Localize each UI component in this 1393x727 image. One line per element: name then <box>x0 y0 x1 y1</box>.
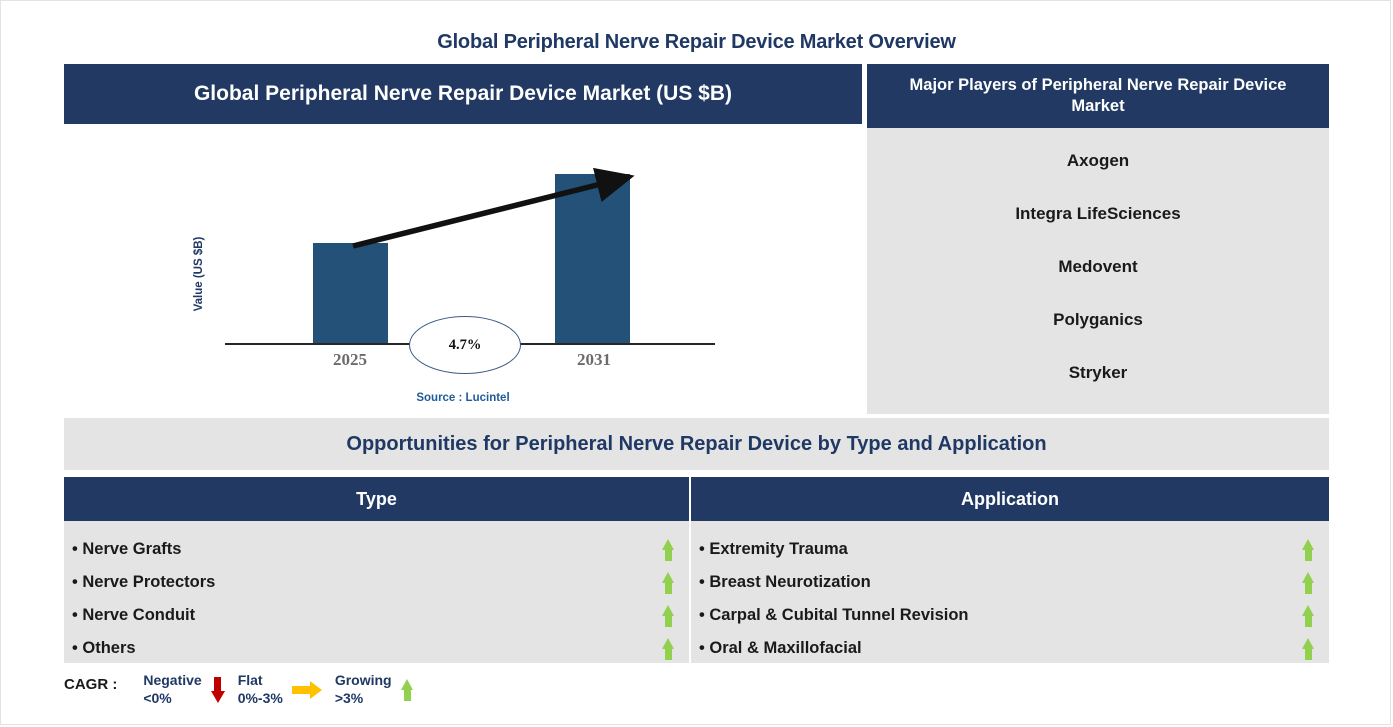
legend-icon-slot <box>291 672 322 708</box>
application-column-panel: Application • Extremity Trauma • Breast … <box>691 477 1329 663</box>
application-item-label: • Extremity Trauma <box>699 540 848 558</box>
cagr-callout: 4.7% <box>409 316 521 374</box>
cagr-legend-negative: Negative <0% <box>143 672 233 708</box>
major-players-panel: Major Players of Peripheral Nerve Repair… <box>867 64 1329 414</box>
type-item-label: • Nerve Grafts <box>72 540 182 558</box>
list-item: Stryker <box>1068 363 1128 383</box>
list-item: • Extremity Trauma <box>691 533 1329 566</box>
application-item-label: • Breast Neurotization <box>699 573 871 591</box>
major-players-list: Axogen Integra LifeSciences Medovent Pol… <box>867 128 1329 414</box>
opportunities-band-title: Opportunities for Peripheral Nerve Repai… <box>64 418 1329 470</box>
x-tick-label-2031: 2031 <box>577 350 611 369</box>
cagr-legend-flat: Flat 0%-3% <box>238 672 331 708</box>
application-item-label: • Carpal & Cubital Tunnel Revision <box>699 606 969 624</box>
page-title: Global Peripheral Nerve Repair Device Ma… <box>437 31 956 53</box>
growing-up-arrow-icon <box>662 637 675 660</box>
cagr-legend-negative-label: Negative <0% <box>143 672 202 706</box>
list-item: • Nerve Conduit <box>64 599 689 632</box>
cagr-legend-growing: Growing >3% <box>335 672 423 708</box>
x-tick-label-2025: 2025 <box>333 350 367 369</box>
type-item-label: • Nerve Conduit <box>72 606 196 624</box>
chart-y-axis-label: Value (US $B) <box>193 236 205 312</box>
type-column-panel: Type • Nerve Grafts • Nerve Protectors •… <box>64 477 689 663</box>
growing-up-arrow-icon <box>662 571 675 594</box>
list-item: Polyganics <box>1053 310 1143 330</box>
legend-icon-slot <box>210 672 225 708</box>
list-item: • Nerve Protectors <box>64 566 689 599</box>
right-arrow-icon <box>291 681 322 699</box>
list-item: • Carpal & Cubital Tunnel Revision <box>691 599 1329 632</box>
market-chart-header: Global Peripheral Nerve Repair Device Ma… <box>64 64 862 124</box>
bar-2031 <box>555 174 630 343</box>
chart-source-note: Source : Lucintel <box>416 392 510 404</box>
growing-up-arrow-icon <box>1302 637 1315 660</box>
type-column-list: • Nerve Grafts • Nerve Protectors • Nerv… <box>64 521 689 665</box>
cagr-legend: CAGR : Negative <0% Flat 0%-3% Growing >… <box>64 672 427 718</box>
application-item-label: • Oral & Maxillofacial <box>699 639 862 657</box>
list-item: • Nerve Grafts <box>64 533 689 566</box>
application-column-header: Application <box>691 477 1329 521</box>
list-item: Axogen <box>1066 150 1130 170</box>
type-column-header: Type <box>64 477 689 521</box>
down-arrow-icon <box>210 677 225 703</box>
cagr-legend-title: CAGR : <box>64 676 118 693</box>
up-arrow-icon <box>400 679 414 701</box>
growing-up-arrow-icon <box>662 538 675 561</box>
growing-up-arrow-icon <box>662 604 675 627</box>
list-item: Integra LifeSciences <box>1015 203 1181 223</box>
bar-2025 <box>313 243 388 343</box>
opportunities-section: Type • Nerve Grafts • Nerve Protectors •… <box>64 477 1329 663</box>
list-item: • Breast Neurotization <box>691 566 1329 599</box>
list-item: • Oral & Maxillofacial <box>691 632 1329 665</box>
type-item-label: • Others <box>72 639 136 657</box>
type-item-label: • Nerve Protectors <box>72 573 216 591</box>
growing-up-arrow-icon <box>1302 538 1315 561</box>
growing-up-arrow-icon <box>1302 571 1315 594</box>
list-item: • Others <box>64 632 689 665</box>
cagr-legend-growing-label: Growing >3% <box>334 672 392 706</box>
legend-icon-slot <box>400 672 414 708</box>
major-players-header: Major Players of Peripheral Nerve Repair… <box>867 64 1329 128</box>
list-item: Medovent <box>1058 256 1138 276</box>
cagr-value: 4.7% <box>448 336 482 353</box>
market-bar-chart: Value (US $B) 4.7% 2025 <box>64 124 862 414</box>
top-section: Global Peripheral Nerve Repair Device Ma… <box>64 64 1329 414</box>
cagr-legend-flat-label: Flat 0%-3% <box>237 672 283 706</box>
growing-up-arrow-icon <box>1302 604 1315 627</box>
market-chart-panel: Global Peripheral Nerve Repair Device Ma… <box>64 64 862 414</box>
application-column-list: • Extremity Trauma • Breast Neurotizatio… <box>691 521 1329 665</box>
